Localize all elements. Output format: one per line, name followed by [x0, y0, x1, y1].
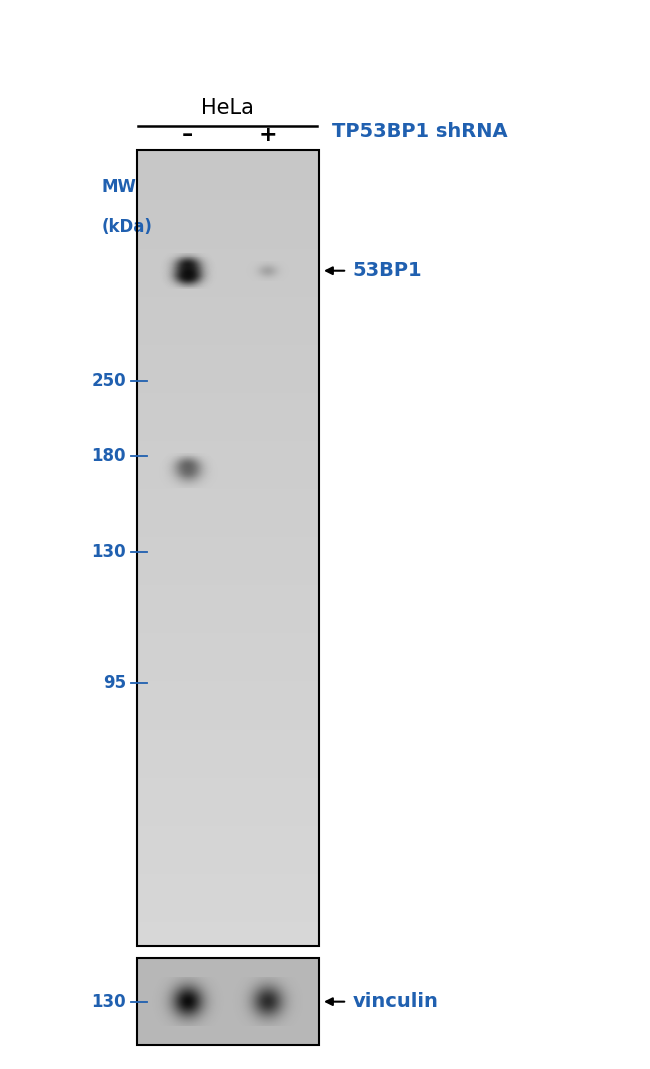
Text: 180: 180 — [92, 447, 126, 465]
Text: HeLa: HeLa — [201, 97, 254, 118]
Text: MW: MW — [102, 177, 136, 196]
Bar — [136, 958, 318, 1045]
Text: 130: 130 — [91, 993, 126, 1010]
Text: 95: 95 — [103, 675, 126, 693]
Bar — [136, 150, 318, 946]
Text: TP53BP1 shRNA: TP53BP1 shRNA — [332, 122, 507, 141]
Text: +: + — [258, 125, 277, 145]
Text: (kDa): (kDa) — [102, 218, 153, 236]
Text: –: – — [182, 125, 193, 145]
Text: 53BP1: 53BP1 — [352, 261, 422, 280]
Text: vinculin: vinculin — [352, 992, 438, 1011]
Text: 250: 250 — [91, 372, 126, 389]
Text: 130: 130 — [91, 543, 126, 561]
